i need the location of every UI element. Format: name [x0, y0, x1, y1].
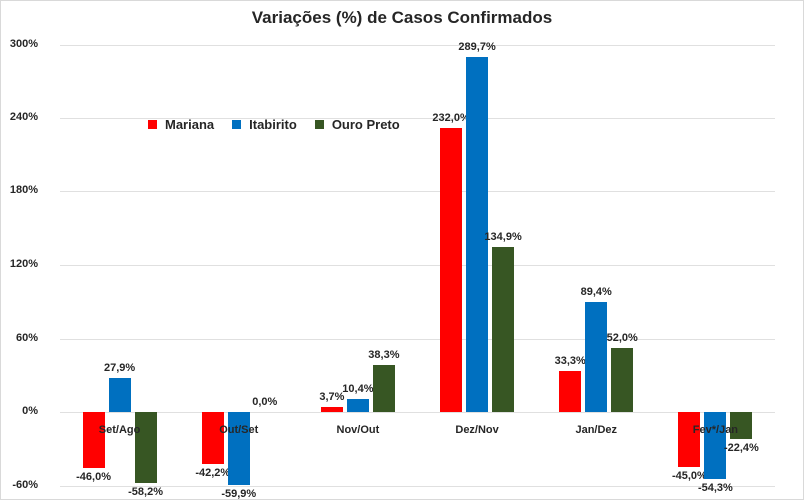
bar-mariana	[559, 371, 582, 412]
data-label: 10,4%	[342, 383, 374, 396]
bar-itabirito	[108, 377, 131, 412]
category-label: Set/Ago	[98, 424, 141, 436]
legend-swatch-mariana	[148, 120, 157, 129]
legend-item-ouro-preto: Ouro Preto	[314, 117, 400, 132]
bar-itabirito	[227, 412, 250, 486]
y-tick-label: 120%	[9, 258, 38, 270]
legend-item-mariana: Mariana	[148, 117, 214, 132]
legend-label-itabirito: Itabirito	[249, 117, 297, 132]
category-label: Dez/Nov	[455, 424, 499, 436]
bar-mariana	[678, 412, 701, 468]
data-label: -58,2%	[128, 486, 163, 499]
gridline	[60, 191, 775, 192]
bar-ouro-preto	[730, 412, 753, 440]
category-label: Out/Set	[219, 424, 259, 436]
category-label: Fev*/Jan	[692, 424, 739, 436]
legend-label-ouro-preto: Ouro Preto	[331, 117, 400, 132]
legend-swatch-itabirito	[232, 120, 242, 129]
bar-mariana	[82, 412, 105, 469]
data-label: 33,3%	[554, 355, 586, 368]
bar-ouro-preto	[372, 365, 395, 412]
bar-itabirito	[346, 399, 369, 412]
data-label: -54,3%	[697, 481, 733, 494]
bar-itabirito	[585, 302, 608, 412]
legend-swatch-ouro-preto	[314, 120, 324, 129]
data-label: 3,7%	[319, 391, 345, 404]
category-label: Jan/Dez	[575, 424, 618, 436]
data-label: -42,2%	[195, 466, 231, 479]
data-label: 38,3%	[368, 349, 400, 362]
gridline	[60, 486, 775, 487]
bar-ouro-preto	[611, 348, 634, 412]
y-tick-label: 240%	[9, 111, 38, 123]
data-label: 89,4%	[580, 286, 612, 299]
legend-label-mariana: Mariana	[165, 117, 215, 132]
bar-mariana	[201, 412, 224, 464]
gridline	[60, 45, 775, 46]
gridline	[60, 412, 775, 413]
data-label: 52,0%	[606, 332, 638, 345]
bar-ouro-preto	[492, 246, 515, 412]
data-label: -22,4%	[723, 442, 759, 455]
y-tick-label: -60%	[12, 479, 38, 491]
gridline	[60, 339, 775, 340]
data-label: 232,0%	[432, 111, 470, 124]
legend-item-itabirito: Itabirito	[232, 117, 297, 132]
bar-mariana	[440, 127, 463, 412]
gridline	[60, 118, 775, 119]
data-label: 289,7%	[458, 41, 496, 54]
data-label: -59,9%	[221, 488, 257, 500]
bar-itabirito	[466, 57, 489, 412]
category-label: Nov/Out	[336, 424, 380, 436]
data-label: 134,9%	[484, 230, 522, 243]
gridline	[60, 265, 775, 266]
bar-ouro-preto	[134, 412, 157, 484]
bar-itabirito	[704, 412, 727, 479]
data-label: -45,0%	[671, 470, 707, 483]
legend: Mariana Itabirito Ouro Preto	[148, 117, 400, 132]
data-label: 0,0%	[252, 396, 278, 408]
y-tick-label: 300%	[9, 38, 38, 50]
y-tick-label: 60%	[15, 332, 38, 344]
data-label: 27,9%	[103, 361, 136, 374]
data-label: -46,0%	[76, 471, 111, 484]
y-tick-label: 0%	[22, 405, 38, 417]
y-tick-label: 180%	[9, 184, 38, 196]
bar-mariana	[320, 407, 343, 412]
chart-title: Variações (%) de Casos Confirmados	[251, 8, 553, 27]
